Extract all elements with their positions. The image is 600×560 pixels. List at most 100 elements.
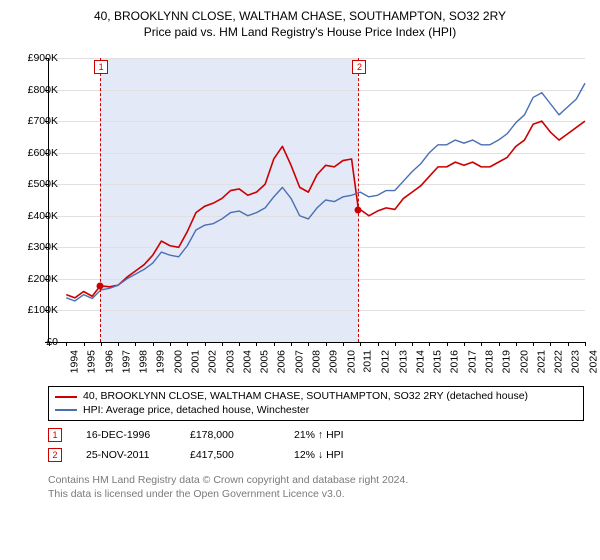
x-tick: [585, 342, 586, 346]
marker-badge: 1: [94, 60, 108, 74]
legend-label: 40, BROOKLYNN CLOSE, WALTHAM CHASE, SOUT…: [83, 390, 528, 404]
x-axis-label: 2011: [362, 350, 374, 373]
event-row: 2 25-NOV-2011 £417,500 12% ↓ HPI: [48, 448, 584, 462]
x-axis-label: 2014: [414, 350, 426, 373]
x-tick: [568, 342, 569, 346]
x-tick: [274, 342, 275, 346]
x-tick: [516, 342, 517, 346]
footer-line1: Contains HM Land Registry data © Crown c…: [48, 474, 408, 488]
x-tick: [533, 342, 534, 346]
legend-row: HPI: Average price, detached house, Winc…: [55, 404, 577, 418]
event-delta: 21% ↑ HPI: [294, 429, 374, 441]
x-tick: [239, 342, 240, 346]
x-axis-label: 1994: [68, 350, 80, 373]
x-axis-label: 2016: [449, 350, 461, 373]
title-line2: Price paid vs. HM Land Registry's House …: [0, 24, 600, 40]
x-tick: [412, 342, 413, 346]
title-block: 40, BROOKLYNN CLOSE, WALTHAM CHASE, SOUT…: [0, 0, 600, 40]
x-axis-label: 2005: [259, 350, 271, 373]
figure: 40, BROOKLYNN CLOSE, WALTHAM CHASE, SOUT…: [0, 0, 600, 560]
y-axis-label: £300K: [28, 241, 58, 253]
x-axis-label: 2002: [207, 350, 219, 373]
footer-block: Contains HM Land Registry data © Crown c…: [48, 474, 408, 501]
chart-area: 12: [48, 58, 585, 343]
x-axis-label: 1999: [155, 350, 167, 373]
y-axis-label: £900K: [28, 52, 58, 64]
event-price: £417,500: [190, 449, 270, 461]
x-tick: [308, 342, 309, 346]
event-marker-badge: 1: [48, 428, 62, 442]
legend-swatch: [55, 409, 77, 411]
x-axis-label: 2003: [224, 350, 236, 373]
x-axis-label: 2017: [466, 350, 478, 373]
x-axis-label: 1997: [120, 350, 132, 373]
x-tick: [187, 342, 188, 346]
x-tick: [395, 342, 396, 346]
legend-box: 40, BROOKLYNN CLOSE, WALTHAM CHASE, SOUT…: [48, 386, 584, 421]
x-axis-label: 2013: [397, 350, 409, 373]
x-tick: [447, 342, 448, 346]
marker-badge: 2: [352, 60, 366, 74]
x-tick: [222, 342, 223, 346]
x-tick: [170, 342, 171, 346]
event-row: 1 16-DEC-1996 £178,000 21% ↑ HPI: [48, 428, 584, 442]
y-axis-label: £600K: [28, 147, 58, 159]
x-axis-label: 2006: [276, 350, 288, 373]
x-tick: [101, 342, 102, 346]
x-tick: [360, 342, 361, 346]
event-delta: 12% ↓ HPI: [294, 449, 374, 461]
event-date: 16-DEC-1996: [86, 429, 166, 441]
x-tick: [343, 342, 344, 346]
y-axis-label: £400K: [28, 210, 58, 222]
x-tick: [118, 342, 119, 346]
x-tick: [66, 342, 67, 346]
x-axis-label: 2004: [241, 350, 253, 373]
marker-dot: [355, 207, 362, 214]
x-axis-label: 2023: [570, 350, 582, 373]
y-axis-label: £0: [46, 336, 58, 348]
footer-line2: This data is licensed under the Open Gov…: [48, 488, 408, 502]
y-axis-label: £800K: [28, 84, 58, 96]
x-axis-label: 1996: [103, 350, 115, 373]
events-block: 1 16-DEC-1996 £178,000 21% ↑ HPI 2 25-NOV-201…: [48, 428, 584, 468]
x-tick: [378, 342, 379, 346]
x-tick: [326, 342, 327, 346]
series-hpi: [66, 83, 585, 301]
x-tick: [429, 342, 430, 346]
x-axis-label: 2022: [552, 350, 564, 373]
x-tick: [291, 342, 292, 346]
event-marker-badge: 2: [48, 448, 62, 462]
x-axis-label: 2010: [345, 350, 357, 373]
event-price: £178,000: [190, 429, 270, 441]
legend-swatch: [55, 396, 77, 398]
series-property: [66, 121, 585, 298]
x-axis-label: 2021: [535, 350, 547, 373]
y-axis-label: £700K: [28, 115, 58, 127]
marker-line: [358, 58, 359, 342]
y-axis-label: £500K: [28, 178, 58, 190]
x-tick: [256, 342, 257, 346]
x-tick: [205, 342, 206, 346]
x-tick: [464, 342, 465, 346]
x-axis-label: 2007: [293, 350, 305, 373]
title-line1: 40, BROOKLYNN CLOSE, WALTHAM CHASE, SOUT…: [0, 8, 600, 24]
chart-lines-svg: [49, 58, 585, 342]
x-axis-label: 2015: [431, 350, 443, 373]
y-axis-label: £200K: [28, 273, 58, 285]
x-tick: [153, 342, 154, 346]
event-date: 25-NOV-2011: [86, 449, 166, 461]
x-axis-label: 2008: [310, 350, 322, 373]
x-axis-label: 1995: [86, 350, 98, 373]
marker-line: [100, 58, 101, 342]
x-tick: [550, 342, 551, 346]
legend-row: 40, BROOKLYNN CLOSE, WALTHAM CHASE, SOUT…: [55, 390, 577, 404]
x-axis-label: 2001: [189, 350, 201, 373]
x-axis-label: 2000: [172, 350, 184, 373]
x-axis-label: 2020: [518, 350, 530, 373]
marker-dot: [97, 282, 104, 289]
y-axis-label: £100K: [28, 304, 58, 316]
x-tick: [481, 342, 482, 346]
x-tick: [499, 342, 500, 346]
x-tick: [84, 342, 85, 346]
x-axis-label: 2018: [483, 350, 495, 373]
